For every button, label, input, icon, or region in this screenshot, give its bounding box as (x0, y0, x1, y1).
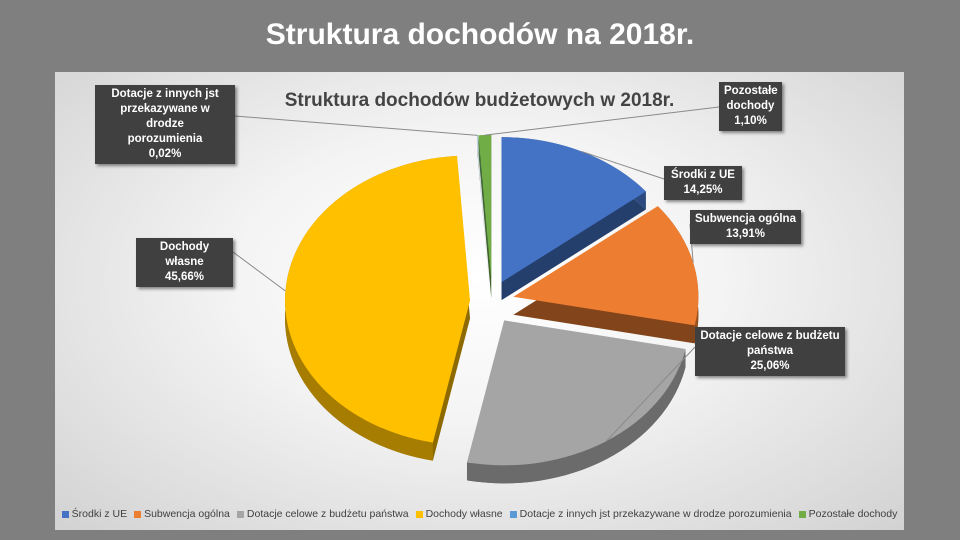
callout-value: 45,66% (164, 271, 204, 283)
legend-swatch (134, 510, 142, 518)
callout-name: Pozostałe (724, 85, 778, 97)
callout-name: Środki z UE (671, 169, 735, 181)
callout-name: Dochody własne (159, 241, 210, 268)
callout-subwencja-ogolna: Subwencja ogólna 13,91% (690, 210, 801, 244)
legend-item: Pozostałe dochody (798, 508, 898, 520)
legend-item: Dotacje z innych jst przekazywane w drod… (509, 508, 792, 520)
legend-swatch (509, 510, 517, 518)
callout-name: Subwencja ogólna (695, 213, 796, 225)
pie-slice-5 (478, 135, 492, 281)
callout-value: 1,10% (734, 115, 767, 127)
legend-label: Dochody własne (425, 508, 503, 520)
legend-swatch (236, 510, 244, 518)
pie-chart (232, 106, 720, 484)
leader-line-2 (605, 346, 696, 442)
pie-slice-4 (477, 135, 491, 281)
chart-area: Struktura dochodów budżetowych w 2018r. … (55, 72, 904, 530)
legend-item: Subwencja ogólna (134, 508, 230, 520)
callout-name: porozumienia (127, 133, 203, 145)
callout-name: państwa (746, 345, 793, 357)
legend-item: Dotacje celowe z budżetu państwa (236, 508, 409, 520)
callout-value: 13,91% (725, 228, 765, 240)
pie-slice-2 (466, 320, 686, 466)
leader-line-5 (484, 106, 720, 136)
callout-value: 14,25% (683, 184, 723, 196)
legend-label: Dotacje z innych jst przekazywane w drod… (519, 508, 792, 520)
callout-srodki-z-ue: Środki z UE 14,25% (664, 166, 742, 200)
callout-name: dochody (726, 100, 775, 112)
pie-slice-0 (501, 137, 646, 283)
callout-pozostale-dochody: Pozostałe dochody 1,10% (719, 82, 782, 131)
callout-dochody-wlasne: Dochody własne 45,66% (136, 238, 233, 287)
leader-line-3 (232, 251, 286, 292)
legend-swatch (415, 510, 423, 518)
legend-label: Dotacje celowe z budżetu państwa (246, 508, 409, 520)
slide-title: Struktura dochodów na 2018r. (0, 0, 960, 70)
legend-swatch (61, 510, 69, 518)
legend-label: Subwencja ogólna (144, 508, 230, 520)
callout-value: 0,02% (148, 148, 182, 160)
legend-label: Środki z UE (71, 508, 128, 520)
legend-item: Dochody własne (415, 508, 503, 520)
callout-dotacje-z-innych-jst: Dotacje z innych jst przekazywane w drod… (95, 85, 235, 164)
legend-item: Środki z UE (61, 508, 128, 520)
leader-line-4 (234, 115, 478, 136)
callout-name: Dotacje z innych jst (111, 88, 219, 100)
pie-slice-side-4 (477, 153, 491, 299)
pie-slice-1 (513, 206, 699, 326)
pie-slice-wall-2 (466, 348, 686, 484)
chart-title: Struktura dochodów budżetowych w 2018r. (284, 90, 675, 111)
leader-line-0 (581, 150, 665, 180)
callout-value: 25,06% (750, 360, 790, 372)
legend: Środki z UE Subwencja ogólna Dotacje cel… (55, 508, 904, 520)
callout-name: przekazywane w drodze (120, 103, 210, 130)
legend-label: Pozostałe dochody (808, 508, 898, 520)
pie-slice-3 (285, 155, 471, 443)
legend-swatch (798, 510, 806, 518)
callout-name: Dotacje celowe z budżetu (700, 330, 840, 342)
callout-dotacje-celowe: Dotacje celowe z budżetu państwa 25,06% (695, 327, 845, 376)
